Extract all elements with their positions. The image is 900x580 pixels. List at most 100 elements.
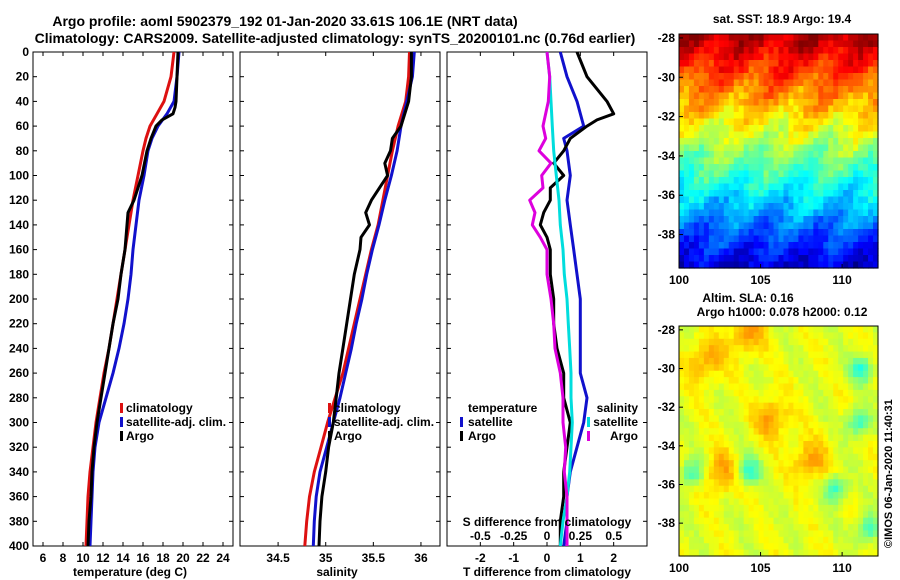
- map-cell: [798, 409, 804, 417]
- map-cell: [763, 131, 770, 139]
- map-cell: [748, 177, 755, 185]
- map-cell: [868, 409, 874, 417]
- map-cell: [703, 345, 710, 353]
- map-cell: [788, 332, 795, 340]
- map-cell: [718, 40, 725, 48]
- depth-tick-label: 60: [16, 119, 30, 133]
- map-cell: [823, 34, 829, 42]
- map-cell: [723, 131, 730, 139]
- map-cell: [723, 466, 730, 474]
- map-cell: [863, 66, 869, 74]
- x-tick-label: 14: [116, 551, 130, 565]
- map-cell: [688, 415, 695, 423]
- map-cell: [813, 118, 819, 126]
- map-cell: [733, 370, 740, 378]
- map-cell: [703, 409, 710, 417]
- map-cell: [753, 396, 760, 404]
- map-cell: [833, 248, 839, 256]
- map-cell: [843, 524, 849, 532]
- map-cell: [758, 530, 765, 538]
- map-cell: [853, 203, 859, 211]
- map-cell: [788, 351, 795, 359]
- map-cell: [708, 261, 715, 269]
- map-cell: [768, 86, 775, 94]
- map-cell: [723, 517, 730, 525]
- map-cell: [828, 492, 834, 500]
- map-cell: [693, 170, 700, 178]
- map-cell: [713, 92, 720, 100]
- map-cell: [848, 261, 854, 269]
- map-cell: [803, 138, 809, 146]
- map-cell: [863, 112, 869, 120]
- map-cell: [768, 40, 775, 48]
- map-cell: [868, 549, 874, 557]
- map-cell: [708, 66, 715, 74]
- s-tick-label: -0.25: [500, 529, 528, 543]
- map-cell: [688, 229, 695, 237]
- map-cell: [683, 447, 690, 455]
- map-cell: [788, 389, 795, 397]
- map-cell: [818, 196, 824, 204]
- map-cell: [868, 492, 874, 500]
- map-cell: [863, 428, 869, 436]
- map-cell: [763, 345, 770, 353]
- map-cell: [833, 351, 839, 359]
- map-cell: [848, 370, 854, 378]
- map-cell: [873, 40, 879, 48]
- map-cell: [723, 409, 730, 417]
- map-cell: [693, 383, 700, 391]
- map-cell: [688, 543, 695, 551]
- map-cell: [763, 40, 770, 48]
- map-cell: [858, 479, 864, 487]
- map-cell: [748, 549, 755, 557]
- map-cell: [843, 222, 849, 230]
- map-cell: [718, 421, 725, 429]
- map-cell: [863, 203, 869, 211]
- map-cell: [808, 261, 814, 269]
- map-cell: [683, 66, 690, 74]
- map-cell: [863, 517, 869, 525]
- map-cell: [768, 479, 775, 487]
- map-cell: [738, 370, 745, 378]
- map-cell: [693, 543, 700, 551]
- map-cell: [843, 157, 849, 165]
- map-cell: [833, 460, 839, 468]
- map-cell: [858, 86, 864, 94]
- map-cell: [713, 196, 720, 204]
- map-cell: [803, 183, 809, 191]
- map-cell: [683, 261, 690, 269]
- map-cell: [868, 73, 874, 81]
- map-cell: [743, 47, 750, 55]
- map-cell: [679, 47, 685, 55]
- map-cell: [793, 492, 799, 500]
- salinity-x-ticks: 34.5 35 35.5 36: [266, 52, 428, 565]
- map-cell: [708, 248, 715, 256]
- map-cell: [753, 47, 760, 55]
- map-cell: [873, 261, 879, 269]
- map-cell: [738, 118, 745, 126]
- map-cell: [858, 92, 864, 100]
- map-cell: [683, 183, 690, 191]
- map-cell: [808, 402, 814, 410]
- map-cell: [868, 177, 874, 185]
- map-cell: [823, 66, 829, 74]
- map-cell: [793, 177, 799, 185]
- map-cell: [803, 170, 809, 178]
- map-cell: [778, 40, 785, 48]
- map-cell: [793, 261, 799, 269]
- map-cell: [733, 524, 740, 532]
- map-cell: [778, 466, 785, 474]
- map-cell: [788, 472, 795, 480]
- map-cell: [833, 235, 839, 243]
- map-cell: [813, 255, 819, 263]
- map-cell: [778, 235, 785, 243]
- map-cell: [863, 421, 869, 429]
- map-cell: [713, 235, 720, 243]
- map-cell: [853, 326, 859, 333]
- map-cell: [679, 549, 685, 557]
- map-cell: [753, 125, 760, 133]
- map-cell: [868, 53, 874, 61]
- map-cell: [718, 60, 725, 68]
- map-cell: [763, 421, 770, 429]
- temperature-x-ticks: 6 8 10 12 14 16 18 20 22 24: [40, 52, 230, 565]
